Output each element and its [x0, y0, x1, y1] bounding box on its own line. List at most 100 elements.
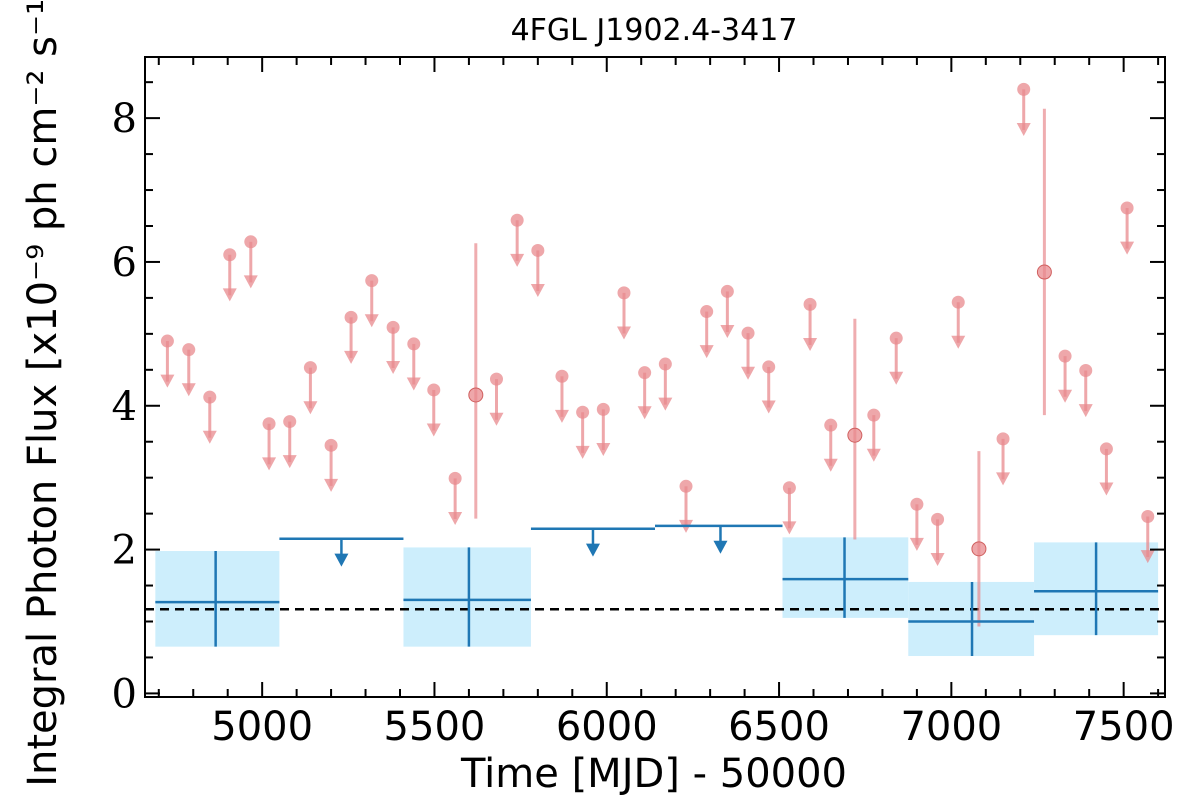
- short-bin-upper-limit-arrowhead: [181, 383, 196, 397]
- short-bin-upper-limit-point: [531, 243, 545, 257]
- short-bin-upper-limit-point: [720, 284, 734, 298]
- short-bin-upper-limit-point: [741, 326, 755, 340]
- plot-content: [145, 82, 1165, 657]
- short-bin-upper-limit-arrowhead: [344, 350, 359, 364]
- short-bin-upper-limit-point: [1099, 442, 1113, 456]
- x-tick-label: 7000: [900, 704, 1002, 750]
- short-bin-upper-limit-point: [658, 357, 672, 371]
- short-bin-upper-limit-arrowhead: [554, 409, 569, 423]
- short-bin-upper-limit-arrowhead: [202, 430, 217, 444]
- short-bin-upper-limit-point: [803, 297, 817, 311]
- long-bin-band: [155, 551, 280, 647]
- short-bin-upper-limit-point: [617, 286, 631, 300]
- short-bin-upper-limit-arrowhead: [160, 374, 175, 388]
- short-bin-upper-limit-point: [244, 235, 258, 249]
- x-tick-label: 5000: [211, 704, 313, 750]
- short-bin-upper-limit-arrowhead: [303, 401, 318, 415]
- x-tick-label: 6000: [556, 704, 658, 750]
- short-bin-upper-limit-point: [1079, 364, 1093, 378]
- y-tick-label: 8: [112, 96, 137, 142]
- short-bin-upper-limit-arrowhead: [222, 288, 237, 302]
- short-bin-upper-limit-arrowhead: [616, 326, 631, 340]
- short-bin-upper-limit-arrowhead: [761, 400, 776, 414]
- short-bin-upper-limit-arrowhead: [782, 521, 797, 535]
- short-bin-upper-limit-point: [1017, 82, 1031, 96]
- short-bin-upper-limit-arrowhead: [596, 442, 611, 456]
- short-bin-upper-limit-arrowhead: [426, 423, 441, 437]
- short-bin-upper-limit-arrowhead: [866, 448, 881, 462]
- short-bin-detection-point: [971, 541, 987, 557]
- short-bin-upper-limit-point: [762, 360, 776, 374]
- x-tick-label: 5500: [384, 704, 486, 750]
- short-bin-upper-limit-point: [1141, 510, 1155, 524]
- short-bin-upper-limit-point: [182, 343, 196, 357]
- y-axis-label: Integral Photon Flux [x10⁻⁹ ph cm⁻² s⁻¹]: [20, 0, 66, 787]
- x-tick-label: 6500: [728, 704, 830, 750]
- short-bin-upper-limit-arrowhead: [364, 314, 379, 328]
- short-bin-detection-point: [1036, 264, 1052, 280]
- short-bin-upper-limit-point: [344, 310, 358, 324]
- long-bin-upper-limit-arrowhead: [585, 543, 600, 557]
- short-bin-upper-limit-point: [782, 481, 796, 495]
- short-bin-upper-limit-arrowhead: [262, 457, 277, 471]
- short-bin-upper-limit-point: [1058, 349, 1072, 363]
- short-bin-upper-limit-point: [448, 471, 462, 485]
- short-bin-upper-limit-arrowhead: [530, 284, 545, 298]
- short-bin-upper-limit-arrowhead: [741, 366, 756, 380]
- short-bin-upper-limit-point: [262, 417, 276, 431]
- short-bin-upper-limit-arrowhead: [243, 275, 258, 289]
- short-bin-upper-limit-point: [427, 383, 441, 397]
- y-tick-label: 2: [112, 528, 137, 574]
- short-bin-upper-limit-arrowhead: [699, 345, 714, 359]
- short-bin-upper-limit-arrowhead: [996, 472, 1011, 486]
- short-bin-detection-point: [468, 387, 484, 403]
- short-bin-upper-limit-point: [700, 305, 714, 319]
- short-bin-upper-limit-point: [931, 512, 945, 526]
- short-bin-upper-limit-arrowhead: [658, 397, 673, 411]
- short-bin-upper-limit-point: [824, 418, 838, 432]
- short-bin-upper-limit-point: [407, 337, 421, 351]
- short-bin-upper-limit-arrowhead: [823, 458, 838, 472]
- short-bin-upper-limit-point: [489, 372, 503, 386]
- short-bin-upper-limit-point: [910, 497, 924, 511]
- plot-frame: [144, 56, 1166, 698]
- short-bin-upper-limit-arrowhead: [720, 325, 735, 339]
- long-bin-upper-limit-arrowhead: [713, 540, 728, 554]
- short-bin-upper-limit-point: [510, 213, 524, 227]
- short-bin-upper-limit-point: [996, 432, 1010, 446]
- short-bin-upper-limit-arrowhead: [1058, 389, 1073, 403]
- short-bin-upper-limit-arrowhead: [803, 337, 818, 351]
- short-bin-upper-limit-arrowhead: [889, 371, 904, 385]
- x-axis-label: Time [MJD] - 50000: [460, 751, 847, 797]
- short-bin-upper-limit-point: [889, 331, 903, 345]
- chart-title: 4FGL J1902.4-3417: [511, 13, 798, 48]
- y-tick-label: 6: [112, 240, 137, 286]
- short-bin-upper-limit-arrowhead: [575, 445, 590, 459]
- short-bin-upper-limit-arrowhead: [510, 253, 525, 267]
- short-bin-upper-limit-point: [203, 390, 217, 404]
- axes: 5000 5500 6000 6500 7000 7500 0 2 4 6 8: [112, 56, 1175, 750]
- short-bin-detection-point: [847, 427, 863, 443]
- short-bin-upper-limit-arrowhead: [1078, 404, 1093, 418]
- y-tick-label: 4: [112, 384, 137, 430]
- short-bin-upper-limit-point: [596, 402, 610, 416]
- short-bin-upper-limit-arrowhead: [637, 406, 652, 420]
- long-bin-band: [403, 547, 531, 647]
- short-bin-upper-limit-arrowhead: [951, 335, 966, 349]
- short-bin-upper-limit-arrowhead: [1120, 241, 1135, 255]
- short-bin-upper-limit-arrowhead: [282, 455, 297, 469]
- short-bin-upper-limit-arrowhead: [386, 360, 401, 374]
- short-bin-upper-limit-arrowhead: [1140, 550, 1155, 564]
- short-bin-upper-limit-point: [867, 408, 881, 422]
- short-bin-upper-limit-point: [555, 369, 569, 383]
- short-bin-upper-limit-point: [576, 405, 590, 419]
- short-bin-upper-limit-point: [679, 479, 693, 493]
- short-bin-upper-limit-point: [951, 295, 965, 309]
- short-bin-upper-limit-arrowhead: [1016, 122, 1031, 136]
- short-bin-upper-limit-point: [283, 415, 297, 429]
- short-bin-upper-limit-arrowhead: [1099, 482, 1114, 496]
- short-bin-upper-limit-point: [386, 320, 400, 334]
- short-bin-upper-limit-point: [638, 366, 652, 380]
- short-bin-upper-limit-point: [160, 334, 174, 348]
